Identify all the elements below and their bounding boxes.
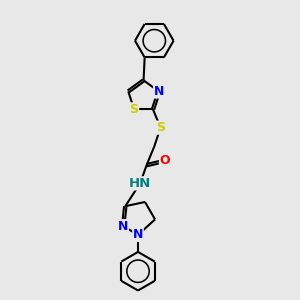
Text: HN: HN — [129, 177, 151, 190]
Text: S: S — [130, 103, 139, 116]
Text: N: N — [133, 228, 143, 241]
Text: N: N — [118, 220, 128, 233]
Text: N: N — [154, 85, 164, 98]
Text: O: O — [160, 154, 170, 167]
Text: S: S — [156, 121, 165, 134]
